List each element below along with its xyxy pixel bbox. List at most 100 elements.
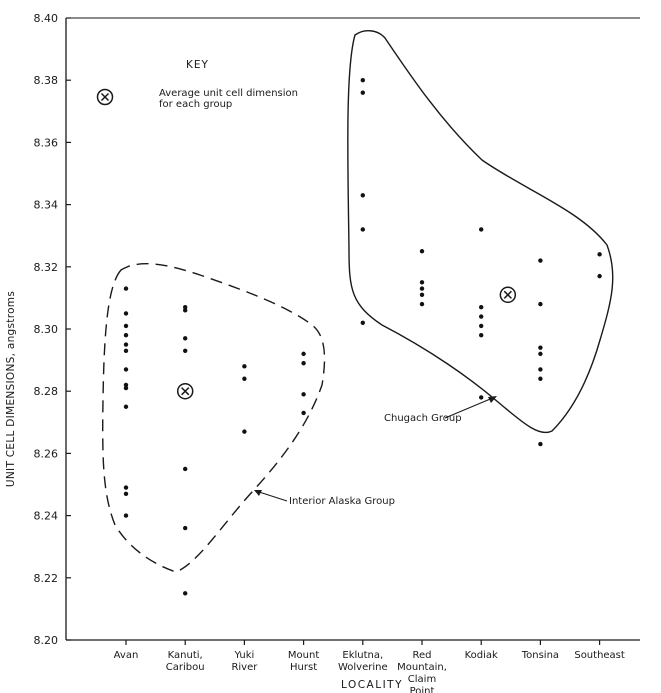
interior-arrowhead (254, 490, 262, 496)
x-tick-label: Tonsina (521, 650, 559, 661)
data-point (123, 286, 129, 291)
y-tick-label: 8.34 (34, 199, 59, 212)
data-point (419, 249, 425, 254)
data-point (360, 78, 365, 83)
data-point (360, 227, 365, 232)
x-tick-label: Mountain, (397, 662, 447, 673)
data-point (538, 345, 543, 350)
data-point (301, 392, 306, 397)
chugach-label: Chugach Group (384, 413, 462, 424)
y-tick-label: 8.26 (34, 447, 59, 460)
data-point (597, 252, 602, 257)
y-tick-label: 8.24 (34, 510, 59, 523)
x-tick-label: Kanuti, (168, 650, 203, 661)
data-point (123, 311, 129, 316)
data-point (538, 367, 543, 372)
key-title: KEY (186, 59, 209, 71)
interior-alaska-label: Interior Alaska Group (289, 496, 395, 507)
data-point (538, 351, 543, 357)
x-tick-label: Hurst (290, 662, 317, 673)
data-point (123, 513, 129, 518)
data-point (123, 333, 129, 338)
y-tick-label: 8.40 (34, 12, 59, 25)
data-point (360, 193, 365, 198)
data-point (538, 376, 543, 381)
data-point (301, 410, 306, 416)
key-text-line-1: Average unit cell dimension (159, 88, 298, 99)
data-point (242, 429, 247, 434)
data-point (479, 305, 484, 310)
data-point (479, 333, 484, 338)
x-tick-label: Wolverine (338, 662, 388, 673)
data-point (538, 301, 543, 307)
data-point (301, 351, 306, 357)
x-tick-label: Point (410, 686, 435, 693)
data-point (123, 382, 129, 388)
chugach-arrowhead (488, 396, 497, 403)
data-point (360, 90, 365, 95)
y-tick-label: 8.38 (34, 74, 59, 87)
group-averages (176, 286, 517, 400)
data-point (479, 314, 484, 319)
data-point (419, 286, 425, 291)
x-tick-label: Red (413, 650, 432, 661)
y-tick-label: 8.28 (34, 385, 59, 398)
data-points (123, 78, 602, 596)
data-point (123, 348, 129, 353)
x-tick-label: Southeast (574, 650, 625, 661)
interior-arrow-line (255, 490, 288, 502)
data-point (123, 385, 129, 391)
x-tick-label: Mount (288, 650, 319, 661)
data-point (538, 441, 543, 447)
data-point (479, 323, 484, 329)
x-tick-label: Claim (408, 674, 436, 685)
data-point (183, 466, 188, 472)
data-point (301, 361, 306, 366)
x-tick-label: Caribou (166, 662, 205, 673)
chugach-arrow-line (444, 396, 496, 419)
data-point (360, 320, 365, 325)
chugach-group-outline (347, 30, 614, 434)
y-ticks: 8.40 8.38 8.36 8.34 8.32 8.30 8.28 8.26 8.24 8.22… (34, 12, 71, 647)
data-point (123, 491, 129, 497)
y-tick-label: 8.32 (34, 261, 59, 274)
data-point (183, 525, 188, 531)
y-tick-label: 8.36 (34, 136, 59, 149)
data-point (242, 364, 247, 369)
data-point (123, 485, 129, 490)
key-circled-x-icon (96, 88, 114, 106)
data-point (123, 404, 129, 409)
group-average-icon (499, 286, 517, 304)
data-point (123, 342, 129, 347)
data-point (538, 258, 543, 263)
data-point (123, 367, 129, 372)
group-average-icon (176, 382, 194, 400)
data-point (183, 348, 188, 353)
data-point (183, 591, 188, 596)
y-tick-label: 8.22 (34, 572, 59, 585)
data-point (183, 336, 188, 341)
x-tick-label: Eklutna, (342, 650, 383, 661)
data-point (419, 292, 425, 297)
data-point (183, 308, 188, 313)
x-tick-label: Yuki (233, 650, 254, 661)
x-axis-label: LOCALITY (341, 679, 403, 691)
x-tick-label: River (231, 662, 258, 673)
y-tick-label: 8.20 (34, 634, 59, 647)
data-point (183, 305, 188, 310)
key-text-line-2: for each group (159, 99, 232, 110)
data-point (479, 395, 484, 400)
data-point (123, 323, 129, 329)
y-tick-label: 8.30 (34, 323, 59, 336)
x-tick-label: Avan (114, 650, 139, 661)
x-tick-label: Kodiak (465, 650, 498, 661)
data-point (242, 376, 247, 381)
data-point (597, 273, 602, 279)
interior-alaska-group-outline (102, 262, 326, 573)
data-point (419, 280, 425, 285)
data-point (419, 301, 425, 307)
y-axis-label: UNIT CELL DIMENSIONS, angstroms (5, 291, 17, 487)
data-point (479, 227, 484, 232)
